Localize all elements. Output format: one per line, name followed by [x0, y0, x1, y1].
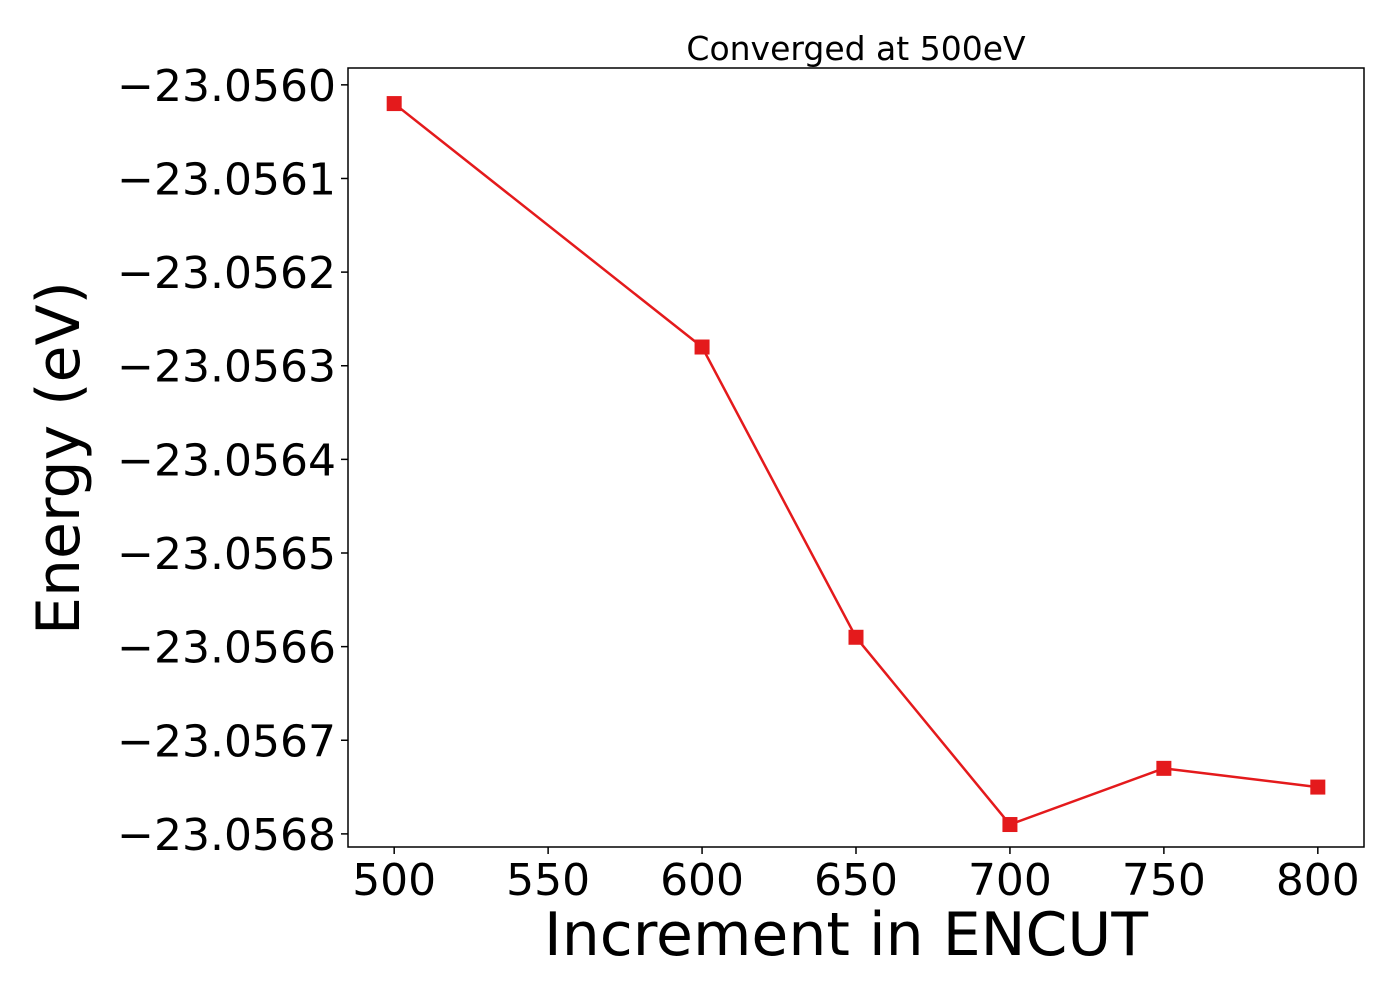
- ticks-layer: 500 550 600 650 700 750 800 −23.0560 −23.0561 −23…: [117, 61, 1360, 906]
- data-point-marker: [1310, 779, 1326, 795]
- x-tick-label: 650: [814, 855, 898, 906]
- x-tick-label: 750: [1122, 855, 1206, 906]
- y-tick-label: −23.0561: [117, 154, 336, 205]
- data-point-marker: [848, 629, 864, 645]
- series-layer: [386, 96, 1326, 833]
- chart-title: Converged at 500eV: [686, 29, 1026, 68]
- x-tick-label: 600: [660, 855, 744, 906]
- data-point-marker: [1002, 817, 1018, 833]
- y-tick-label: −23.0563: [117, 342, 336, 393]
- y-tick-label: −23.0560: [117, 61, 336, 112]
- series-line: [393, 102, 1318, 826]
- data-point-marker: [694, 339, 710, 355]
- plot-frame: [347, 67, 1365, 848]
- x-tick-label: 800: [1276, 855, 1360, 906]
- x-tick-label: 550: [506, 855, 590, 906]
- y-tick-label: −23.0565: [117, 529, 336, 580]
- y-axis-title: Energy (eV): [24, 281, 94, 635]
- y-tick-label: −23.0567: [117, 716, 336, 767]
- y-tick-label: −23.0566: [117, 623, 336, 674]
- y-tick-label: −23.0562: [117, 248, 336, 299]
- data-point-marker: [386, 96, 402, 112]
- x-tick-label: 700: [968, 855, 1052, 906]
- x-tick-label: 500: [352, 855, 436, 906]
- x-axis-title: Increment in ENCUT: [544, 900, 1148, 970]
- data-point-marker: [1156, 760, 1172, 776]
- y-tick-label: −23.0564: [117, 435, 336, 486]
- y-tick-label: −23.0568: [117, 810, 336, 861]
